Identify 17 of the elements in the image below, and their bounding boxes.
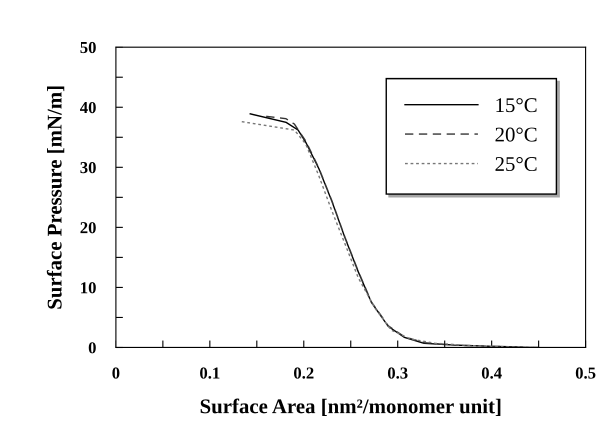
x-tick-label: 0 — [112, 367, 120, 379]
x-axis-title: Surface Area [nm²/monomer unit] — [200, 398, 500, 416]
x-tick-label: 0.2 — [294, 367, 314, 379]
x-tick-label: 0.1 — [200, 367, 220, 379]
y-tick-label: 40 — [80, 102, 96, 114]
legend-label: 20°C — [496, 128, 536, 142]
y-tick-label: 20 — [80, 222, 96, 234]
y-tick-label: 10 — [81, 282, 96, 294]
y-tick-label: 30 — [80, 162, 96, 174]
legend-label: 15°C — [496, 98, 536, 112]
y-tick-label: 50 — [80, 42, 96, 54]
x-tick-label: 0.4 — [482, 367, 502, 379]
x-tick-label: 0.3 — [388, 367, 408, 379]
y-axis-title: Surface Pressure [mN/m] — [46, 86, 64, 309]
x-tick-label: 0.5 — [576, 367, 596, 379]
legend-label: 25°C — [496, 156, 536, 172]
y-tick-label: 0 — [88, 342, 96, 354]
